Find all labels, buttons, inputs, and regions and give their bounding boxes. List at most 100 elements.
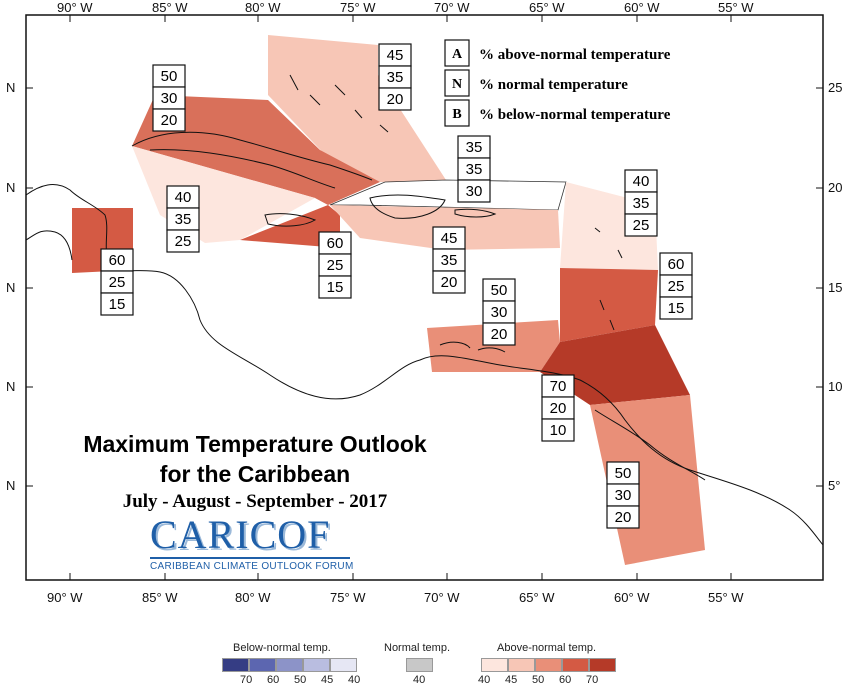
probability-above-value: 50 — [615, 465, 632, 482]
probability-box: 60 25 15 — [659, 252, 693, 320]
below-swatch — [276, 658, 303, 672]
below-swatch — [330, 658, 357, 672]
lon-label: 85° W — [152, 0, 188, 15]
above-number: 70 — [586, 674, 599, 686]
longitude-labels-bottom: 90° W 85° W 80° W 75° W 70° W 65° W 60° … — [47, 590, 744, 605]
normal-swatch — [406, 658, 433, 672]
lon-label: 65° W — [529, 0, 565, 15]
map-subtitle: July - August - September - 2017 — [122, 491, 388, 512]
lon-label: 60° W — [624, 0, 660, 15]
coastlines — [25, 74, 824, 546]
probability-cell — [541, 418, 575, 442]
probability-normal-value: 25 — [327, 257, 344, 274]
probability-box: 60 25 15 — [318, 231, 352, 299]
probability-below-value: 20 — [387, 91, 404, 108]
probability-box: 40 35 25 — [166, 185, 200, 253]
probability-cell — [152, 108, 186, 132]
legend-key: B — [452, 107, 461, 122]
legend-text: % normal temperature — [479, 77, 628, 93]
probability-cell — [624, 213, 658, 237]
probability-cell — [606, 505, 640, 529]
probability-above-value: 40 — [175, 189, 192, 206]
probability-below-value: 30 — [466, 183, 483, 200]
map-title-line1: Maximum Temperature Outlook — [83, 431, 427, 457]
region-bahamas — [268, 35, 446, 182]
probability-below-value: 25 — [175, 233, 192, 250]
legend-key: A — [452, 47, 463, 62]
normal-title: Normal temp. — [384, 642, 451, 654]
above-number: 45 — [505, 674, 518, 686]
lon-label: 85° W — [142, 590, 178, 605]
logo-wordmark: CARICOF — [150, 512, 331, 557]
below-swatch — [249, 658, 276, 672]
probability-box: 50 30 20 — [606, 461, 640, 529]
probability-above-value: 60 — [668, 256, 685, 273]
lat-label: 5° — [828, 478, 840, 493]
logo-tagline: CARIBBEAN CLIMATE OUTLOOK FORUM — [150, 561, 354, 572]
above-normal-title: Above-normal temp. — [497, 642, 597, 654]
probability-above-value: 45 — [441, 230, 458, 247]
probability-box: 35 35 30 — [457, 135, 491, 203]
above-number: 60 — [559, 674, 572, 686]
probability-cell — [318, 275, 352, 299]
probability-normal-value: 35 — [175, 211, 192, 228]
legend-key-box — [444, 99, 470, 127]
above-number: 50 — [532, 674, 545, 686]
probability-normal-value: 20 — [550, 400, 567, 417]
below-number: 50 — [294, 674, 307, 686]
above-swatch — [508, 658, 535, 672]
below-swatch — [222, 658, 249, 672]
lat-label: 25 — [828, 80, 842, 95]
probability-boxes: 45 35 20 50 30 20 40 35 25 60 25 15 60 25 15 35 35 30 45 35… — [100, 43, 693, 529]
lon-label: 75° W — [340, 0, 376, 15]
lon-label: 65° W — [519, 590, 555, 605]
lon-label: 80° W — [245, 0, 281, 15]
lon-label: 60° W — [614, 590, 650, 605]
probability-below-value: 15 — [327, 279, 344, 296]
region-cuba — [132, 95, 380, 205]
lon-label: 55° W — [718, 0, 754, 15]
above-swatch — [562, 658, 589, 672]
map-title-line2: for the Caribbean — [159, 461, 351, 487]
probability-box: 70 20 10 — [541, 374, 575, 442]
probability-above-value: 35 — [466, 139, 483, 156]
above-swatch — [535, 658, 562, 672]
probability-box: 50 30 20 — [152, 64, 186, 132]
below-normal-title: Below-normal temp. — [233, 642, 331, 654]
probability-cell — [166, 229, 200, 253]
probability-above-value: 70 — [550, 378, 567, 395]
above-swatch — [589, 658, 616, 672]
region-windward — [560, 268, 658, 342]
probability-normal-value: 35 — [387, 69, 404, 86]
probability-above-value: 60 — [109, 252, 126, 269]
above-swatch — [481, 658, 508, 672]
region-abc — [427, 320, 560, 372]
below-number: 45 — [321, 674, 334, 686]
probability-normal-value: 35 — [441, 252, 458, 269]
lat-label: 15 — [828, 280, 842, 295]
latitude-labels-right: 25 20 15 10 5° — [828, 80, 842, 493]
probability-cell — [432, 270, 466, 294]
lon-label: 70° W — [424, 590, 460, 605]
lat-label: N — [6, 180, 15, 195]
lat-label: N — [6, 280, 15, 295]
probability-below-value: 20 — [161, 112, 178, 129]
legend-key: N — [452, 77, 462, 92]
probability-legend: A % above-normal temperature N % normal … — [444, 39, 671, 127]
probability-cell — [482, 322, 516, 346]
lat-label: N — [6, 478, 15, 493]
below-number: 40 — [348, 674, 361, 686]
legend-text: % below-normal temperature — [479, 107, 671, 123]
probability-below-value: 20 — [491, 326, 508, 343]
below-swatch — [303, 658, 330, 672]
lon-label: 80° W — [235, 590, 271, 605]
legend-text: % above-normal temperature — [479, 47, 671, 63]
probability-normal-value: 25 — [668, 278, 685, 295]
lat-label: N — [6, 379, 15, 394]
probability-above-value: 40 — [633, 173, 650, 190]
lon-label: 90° W — [47, 590, 83, 605]
probability-box: 45 35 20 — [432, 226, 466, 294]
legend-key-box — [444, 39, 470, 67]
probability-normal-value: 30 — [161, 90, 178, 107]
